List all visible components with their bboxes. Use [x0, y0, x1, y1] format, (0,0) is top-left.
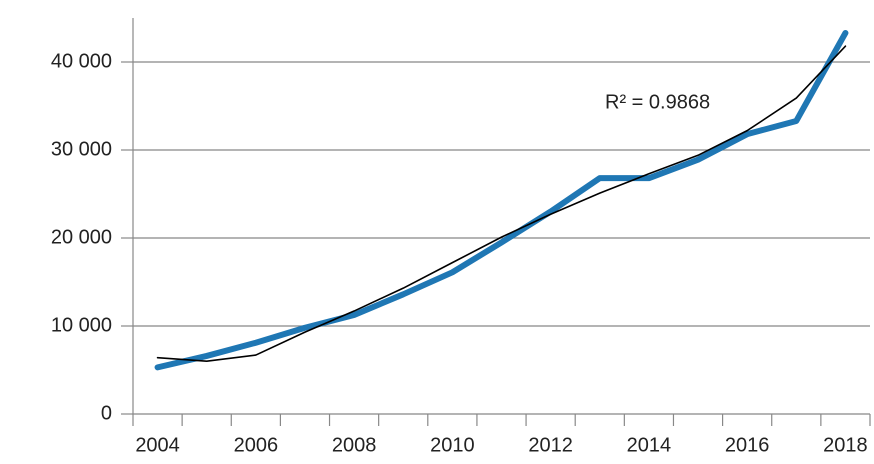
- annotation: R² = 0.9868: [605, 91, 710, 113]
- x-tick-label: 2008: [332, 434, 377, 456]
- x-tick-label: 2012: [528, 434, 573, 456]
- x-tick-label: 2010: [430, 434, 475, 456]
- series-line: [156, 45, 847, 362]
- y-tick-label: 0: [101, 402, 112, 424]
- x-tick-label: 2014: [627, 434, 672, 456]
- x-tick-label: 2018: [823, 434, 868, 456]
- x-tick-label: 2016: [725, 434, 770, 456]
- y-tick-label: 20 000: [51, 226, 112, 248]
- y-tick-label: 10 000: [51, 314, 112, 336]
- x-tick-label: 2004: [135, 434, 180, 456]
- series-line: [154, 29, 849, 371]
- y-tick-label: 40 000: [51, 50, 112, 72]
- y-tick-label: 30 000: [51, 138, 112, 160]
- x-tick-label: 2006: [234, 434, 279, 456]
